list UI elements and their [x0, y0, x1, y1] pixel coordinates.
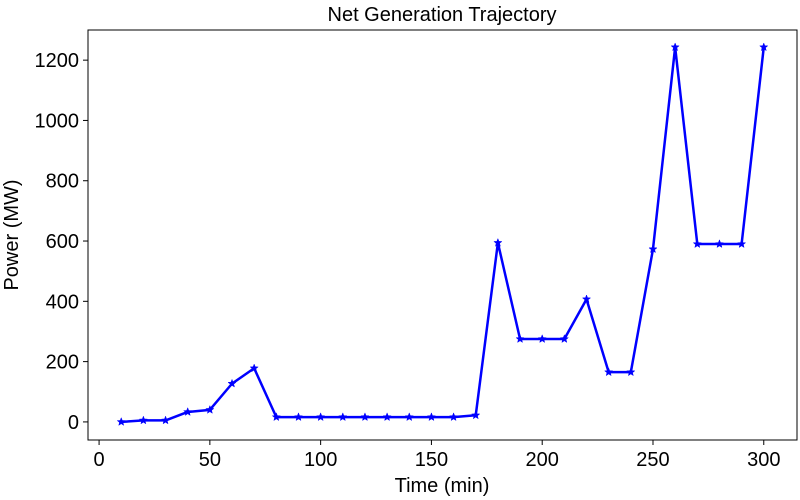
data-point — [404, 412, 414, 422]
data-point — [604, 367, 614, 377]
x-tick-label: 300 — [747, 449, 780, 471]
series-line — [121, 45, 766, 424]
x-tick-label: 50 — [199, 449, 221, 471]
y-tick-label: 400 — [46, 291, 79, 313]
y-axis-label: Power (MW) — [1, 179, 23, 290]
y-tick-label: 800 — [46, 171, 79, 193]
y-tick-label: 1200 — [35, 50, 80, 72]
x-tick-label: 100 — [304, 449, 337, 471]
x-tick-label: 150 — [415, 449, 448, 471]
data-point — [116, 417, 126, 426]
data-point — [626, 367, 636, 377]
data-point — [692, 239, 702, 249]
y-tick-label: 0 — [68, 412, 79, 434]
plot-area — [87, 29, 798, 441]
data-point — [271, 412, 281, 422]
x-axis: 0 50 100 150 200 250 300 — [94, 440, 780, 471]
data-point — [493, 237, 503, 247]
x-tick-label: 200 — [526, 449, 559, 471]
data-point — [471, 410, 481, 420]
data-point — [360, 412, 370, 422]
data-point — [759, 42, 769, 52]
x-tick-label: 250 — [636, 449, 669, 471]
data-point — [426, 412, 437, 422]
y-tick-label: 200 — [46, 352, 79, 374]
data-point — [714, 239, 725, 249]
data-point — [670, 42, 680, 52]
data-point — [227, 378, 237, 388]
data-point — [293, 412, 304, 422]
data-point — [448, 412, 459, 422]
data-point — [205, 404, 215, 414]
data-point — [581, 294, 592, 304]
data-point — [648, 244, 658, 254]
y-tick-label: 1000 — [35, 110, 80, 132]
data-point — [183, 407, 193, 416]
data-point — [138, 415, 149, 425]
x-tick-label: 0 — [94, 449, 105, 471]
data-point — [315, 412, 326, 422]
data-point — [338, 412, 348, 422]
data-point — [736, 239, 747, 249]
series-layer — [116, 42, 769, 426]
data-point — [515, 334, 525, 343]
y-axis: 0 200 400 600 800 1000 1200 — [35, 50, 88, 434]
data-point — [537, 334, 547, 343]
data-point — [160, 415, 171, 425]
data-point — [382, 412, 392, 422]
data-point — [559, 334, 570, 343]
y-tick-label: 600 — [46, 231, 79, 253]
data-point — [249, 363, 259, 373]
chart-title: Net Generation Trajectory — [328, 4, 557, 26]
x-axis-label: Time (min) — [395, 475, 490, 497]
